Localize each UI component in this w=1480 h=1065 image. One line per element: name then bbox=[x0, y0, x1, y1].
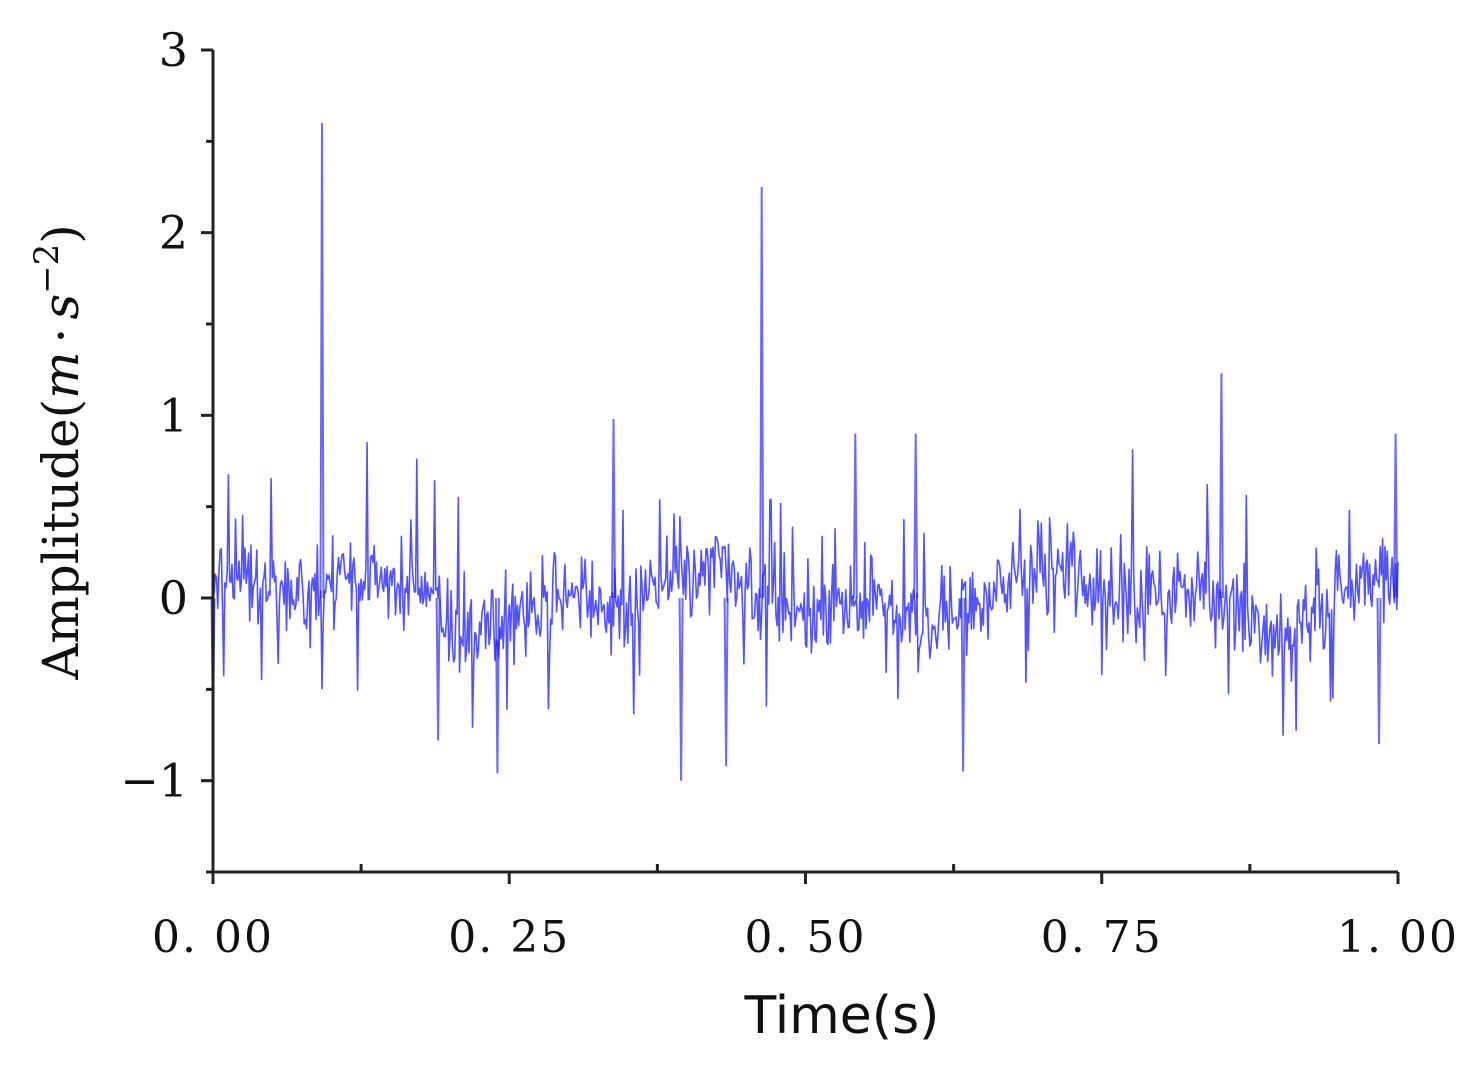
y-tick-label: 1 bbox=[159, 388, 188, 442]
y-axis-title-s: s bbox=[32, 294, 90, 320]
y-axis-title-exp: −2 bbox=[27, 244, 67, 294]
y-ticks: −1 0 1 2 3 bbox=[120, 23, 213, 874]
x-ticks: 0. 00 0. 25 0. 50 0. 75 1. 00 bbox=[152, 864, 1459, 963]
y-tick-label: 3 bbox=[159, 23, 188, 77]
y-tick-label: 2 bbox=[159, 206, 188, 260]
x-tick-label: 0. 75 bbox=[1041, 912, 1163, 963]
plot-area bbox=[210, 123, 1399, 781]
y-axis-title-text: Amplitude( bbox=[32, 399, 90, 681]
x-tick-label: 0. 50 bbox=[745, 912, 867, 963]
x-axis-title: Time(s) bbox=[744, 986, 940, 1046]
signal-line bbox=[212, 441, 1399, 736]
y-axis-title-close: ) bbox=[32, 224, 90, 244]
x-tick-label: 0. 00 bbox=[152, 912, 274, 963]
y-axis-title-m: m bbox=[32, 351, 90, 398]
signal-peaks bbox=[210, 123, 1399, 781]
y-tick-label: −1 bbox=[120, 754, 188, 808]
y-axis-title-dot: · bbox=[32, 328, 90, 344]
x-tick-label: 1. 00 bbox=[1337, 912, 1459, 963]
x-tick-label: 0. 25 bbox=[448, 912, 570, 963]
y-tick-label: 0 bbox=[159, 571, 188, 625]
y-axis-title: Amplitude(m · s−2) bbox=[27, 224, 90, 681]
